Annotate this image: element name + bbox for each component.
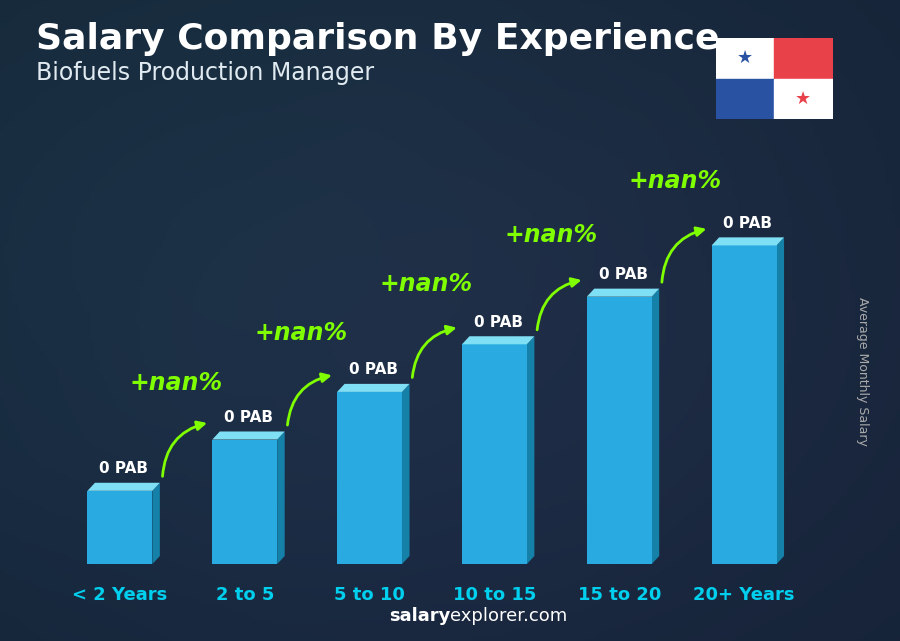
Text: Biofuels Production Manager: Biofuels Production Manager (36, 61, 374, 85)
Text: ★: ★ (796, 90, 811, 108)
Text: +nan%: +nan% (629, 169, 722, 194)
Polygon shape (462, 337, 535, 344)
Text: +nan%: +nan% (379, 272, 472, 296)
Bar (716, 79, 774, 119)
Bar (712, 246, 777, 564)
Text: 2 to 5: 2 to 5 (216, 586, 274, 604)
Text: +nan%: +nan% (130, 371, 222, 395)
Text: Salary Comparison By Experience: Salary Comparison By Experience (36, 22, 719, 56)
Text: 15 to 20: 15 to 20 (578, 586, 661, 604)
Bar (212, 440, 277, 564)
Text: 0 PAB: 0 PAB (99, 461, 148, 476)
Text: 10 to 15: 10 to 15 (453, 586, 536, 604)
Bar (716, 38, 774, 79)
Polygon shape (402, 384, 410, 564)
Text: < 2 Years: < 2 Years (72, 586, 167, 604)
Bar (587, 297, 652, 564)
Polygon shape (338, 384, 410, 392)
Polygon shape (777, 237, 784, 564)
Text: 0 PAB: 0 PAB (724, 216, 772, 231)
Text: +nan%: +nan% (504, 222, 598, 247)
Text: 0 PAB: 0 PAB (349, 362, 398, 378)
Bar (774, 79, 832, 119)
Text: Average Monthly Salary: Average Monthly Salary (856, 297, 868, 446)
Polygon shape (87, 483, 160, 491)
Polygon shape (526, 337, 535, 564)
Text: explorer.com: explorer.com (450, 607, 567, 625)
Text: 5 to 10: 5 to 10 (334, 586, 405, 604)
Text: salary: salary (389, 607, 450, 625)
Polygon shape (587, 288, 659, 297)
Polygon shape (152, 483, 160, 564)
Polygon shape (652, 288, 659, 564)
Polygon shape (277, 431, 284, 564)
Bar (87, 491, 152, 564)
Bar (774, 38, 832, 79)
Text: +nan%: +nan% (255, 321, 347, 345)
Polygon shape (212, 431, 284, 440)
Bar (338, 392, 402, 564)
Bar (462, 344, 526, 564)
Text: 0 PAB: 0 PAB (224, 410, 273, 425)
Text: 20+ Years: 20+ Years (693, 586, 795, 604)
Text: 0 PAB: 0 PAB (598, 267, 647, 282)
Text: ★: ★ (737, 49, 752, 67)
Text: 0 PAB: 0 PAB (473, 315, 523, 329)
Polygon shape (712, 237, 784, 246)
